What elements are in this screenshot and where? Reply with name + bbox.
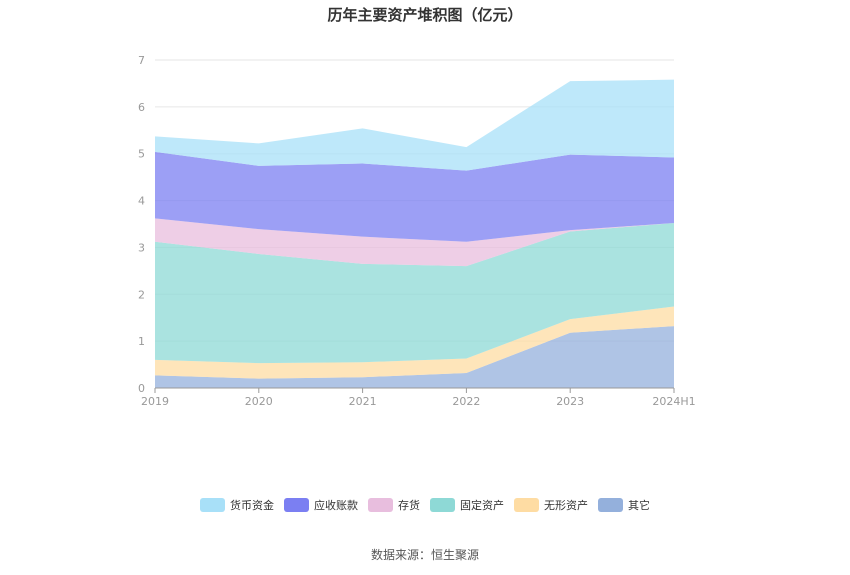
legend-swatch [430, 498, 455, 512]
legend-item[interactable]: 货币资金 [200, 497, 274, 513]
x-tick-label: 2020 [245, 395, 273, 408]
y-tick-label: 4 [138, 195, 145, 208]
x-tick-label: 2022 [452, 395, 480, 408]
y-tick-label: 5 [138, 148, 145, 161]
y-tick-label: 6 [138, 101, 145, 114]
legend-item[interactable]: 应收账款 [284, 497, 358, 513]
legend-swatch [200, 498, 225, 512]
y-tick-label: 0 [138, 382, 145, 395]
legend-item[interactable]: 其它 [598, 497, 650, 513]
legend-item[interactable]: 固定资产 [430, 497, 504, 513]
area-series-2 [155, 218, 674, 267]
y-tick-label: 2 [138, 288, 145, 301]
legend-swatch [598, 498, 623, 512]
area-series-3 [155, 223, 674, 364]
legend-item[interactable]: 存货 [368, 497, 420, 513]
legend-label: 应收账款 [314, 499, 358, 512]
y-tick-label: 1 [138, 335, 145, 348]
y-tick-label: 3 [138, 241, 145, 254]
x-tick-label: 2023 [556, 395, 584, 408]
x-tick-label: 2021 [349, 395, 377, 408]
area-series-1 [155, 151, 674, 242]
data-source-note: 数据来源：恒生聚源 [370, 548, 479, 562]
legend-swatch [514, 498, 539, 512]
x-tick-label: 2024H1 [652, 395, 695, 408]
legend-swatch [284, 498, 309, 512]
legend: 货币资金 应收账款 存货 固定资产 无形资产 其它 [0, 497, 850, 513]
area-series-0 [155, 79, 674, 171]
legend-item[interactable]: 无形资产 [514, 497, 588, 513]
legend-label: 货币资金 [230, 499, 274, 512]
area-series-5 [155, 326, 674, 388]
area-series-4 [155, 306, 674, 379]
legend-label: 无形资产 [544, 499, 588, 512]
chart-title: 历年主要资产堆积图（亿元） [327, 6, 523, 24]
x-tick-label: 2019 [141, 395, 169, 408]
legend-label: 固定资产 [460, 499, 504, 512]
legend-label: 其它 [628, 499, 650, 512]
y-tick-label: 7 [138, 54, 145, 67]
legend-label: 存货 [398, 499, 420, 512]
legend-swatch [368, 498, 393, 512]
